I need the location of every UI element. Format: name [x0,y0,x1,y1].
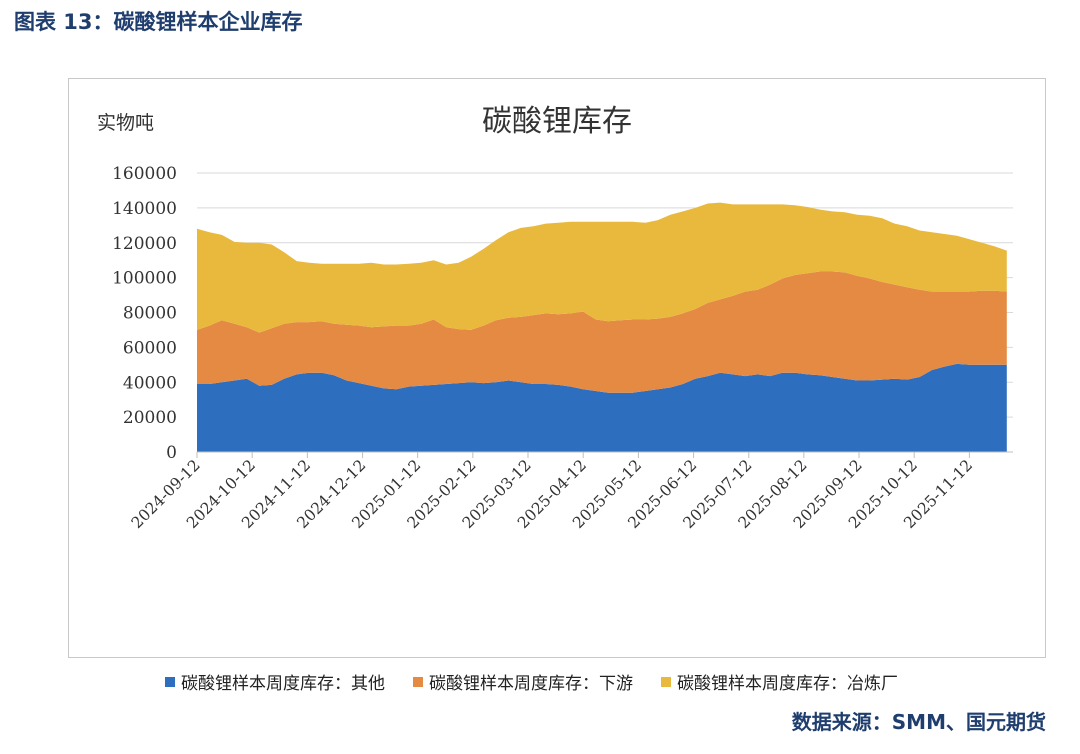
legend-label-smelter: 碳酸锂样本周度库存：冶炼厂 [677,674,898,694]
legend-swatch-downstream [413,676,423,687]
y-tick-label-40000: 40000 [123,373,177,393]
chart-legend: 碳酸锂样本周度库存：其他 碳酸锂样本周度库存：下游 碳酸锂样本周度库存：冶炼厂 [165,669,898,694]
y-tick-label-0: 0 [166,443,177,463]
data-source-note: 数据来源：SMM、国元期货 [791,710,1046,734]
legend-item-smelter: 碳酸锂样本周度库存：冶炼厂 [661,669,898,694]
area-series-layer [197,202,1007,452]
legend-label-downstream: 碳酸锂样本周度库存：下游 [429,674,633,694]
y-tick-label-160000: 160000 [112,164,177,184]
chart-title: 碳酸锂库存 [482,104,632,139]
y-tick-label-120000: 120000 [112,234,177,254]
legend-item-downstream: 碳酸锂样本周度库存：下游 [413,669,633,694]
y-tick-label-140000: 140000 [112,199,177,219]
chart-frame: 碳酸锂库存 实物吨 0 20000 40000 60000 80000 100000 120… [68,78,1046,694]
stacked-area-chart: 碳酸锂库存 实物吨 0 20000 40000 60000 80000 100000 120… [97,104,1013,532]
area-series-downstream [197,271,1007,393]
figure-caption: 图表 13：碳酸锂样本企业库存 [14,10,303,34]
y-tick-label-80000: 80000 [123,304,177,324]
legend-swatch-other [165,676,175,687]
area-series-other [197,363,1007,452]
legend-label-other: 碳酸锂样本周度库存：其他 [181,674,385,694]
y-tick-label-100000: 100000 [112,269,177,289]
area-series-smelter [197,202,1007,333]
x-axis: 2024-09-122024-10-122024-11-122024-12-12… [128,451,1013,532]
y-axis: 0 20000 40000 60000 80000 100000 120000 140000 1… [112,164,177,463]
legend-item-other: 碳酸锂样本周度库存：其他 [165,669,385,694]
y-tick-label-20000: 20000 [123,408,177,428]
y-tick-label-60000: 60000 [123,338,177,358]
legend-swatch-smelter [661,676,671,687]
y-axis-unit-label: 实物吨 [97,112,154,134]
